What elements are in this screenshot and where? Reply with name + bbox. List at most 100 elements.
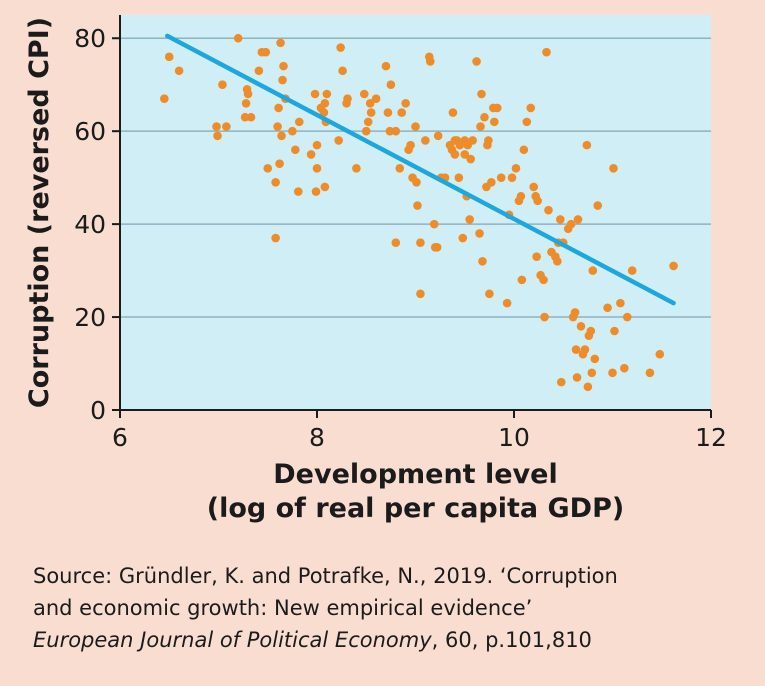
data-point (366, 108, 376, 117)
data-point (478, 256, 487, 266)
data-point (274, 103, 283, 113)
tick-labels: 0 20 40 60 80 6 8 10 12 (74, 24, 727, 452)
data-point (361, 126, 371, 136)
data-point (516, 191, 526, 201)
data-point (381, 61, 391, 71)
data-point (476, 122, 485, 131)
data-point (212, 122, 221, 131)
data-point (480, 112, 489, 122)
data-point (477, 89, 486, 99)
data-point (412, 177, 421, 187)
data-point (526, 103, 536, 113)
data-point (254, 66, 264, 76)
x-axis-label-line2: (log of real per capita GDP) (207, 493, 624, 524)
data-point (496, 173, 506, 182)
data-point (164, 52, 174, 62)
data-point (365, 98, 375, 108)
data-point (421, 136, 430, 145)
data-point (590, 354, 600, 364)
data-point (492, 103, 502, 113)
data-point (485, 289, 494, 299)
data-point (294, 117, 304, 127)
data-point (291, 145, 300, 155)
data-point (608, 368, 617, 378)
data-point (246, 112, 256, 122)
y-axis-label: Corruption (reversed CPI) (24, 17, 55, 408)
data-point (576, 322, 586, 331)
data-point (583, 382, 593, 392)
data-point (240, 112, 250, 122)
data-point (174, 66, 184, 76)
y-tick-label: 40 (74, 210, 106, 239)
data-point (160, 94, 169, 103)
data-point (320, 98, 330, 108)
data-point (616, 298, 625, 308)
data-point (312, 164, 322, 173)
journal-name: European Journal of Political Economy (33, 628, 432, 652)
data-point (571, 345, 581, 354)
data-point (433, 131, 443, 141)
data-point (343, 94, 352, 103)
data-point (432, 243, 442, 252)
data-point (385, 126, 395, 136)
data-point (397, 108, 407, 117)
data-point (669, 261, 678, 271)
data-point (401, 98, 410, 108)
data-point (279, 61, 288, 71)
data-point (570, 308, 580, 317)
x-axis-label-line1: Development level (273, 459, 557, 490)
data-point (450, 150, 460, 159)
data-point (544, 205, 553, 215)
data-point (319, 108, 329, 117)
data-point (468, 136, 477, 145)
data-point (487, 177, 496, 187)
x-tick-label: 6 (112, 423, 128, 452)
data-point (336, 43, 345, 52)
y-tick-label: 80 (74, 24, 106, 53)
journal-details: , 60, p.101,810 (431, 628, 592, 652)
data-point (507, 173, 517, 182)
data-point (320, 182, 330, 192)
data-point (306, 150, 316, 159)
data-point (645, 368, 655, 378)
data-point (413, 201, 422, 210)
data-point (533, 196, 542, 206)
data-point (429, 219, 439, 229)
data-point (371, 94, 381, 103)
data-point (293, 187, 303, 196)
data-point (539, 275, 548, 285)
data-point (472, 57, 481, 66)
data-point (522, 117, 532, 127)
data-point (359, 89, 369, 99)
data-point (582, 140, 592, 150)
y-tick-label: 60 (74, 117, 106, 146)
y-tick-label: 20 (74, 303, 106, 332)
data-point (655, 349, 665, 359)
data-point (213, 131, 222, 141)
data-point (475, 229, 484, 238)
data-point (517, 275, 527, 285)
plot-area (120, 15, 711, 410)
data-point (311, 187, 321, 196)
data-point (466, 154, 475, 164)
data-point (391, 126, 401, 136)
data-point (448, 108, 458, 117)
data-point (278, 75, 287, 85)
data-point (593, 201, 603, 210)
data-point (465, 215, 474, 224)
data-point (271, 233, 280, 243)
data-point (277, 131, 286, 141)
data-point (540, 312, 549, 322)
data-point (406, 140, 415, 150)
source-line-1: Source: Gründler, K. and Potrafke, N., 2… (33, 564, 618, 588)
data-point (310, 89, 320, 99)
data-point (218, 80, 227, 90)
data-point (566, 219, 576, 229)
x-tick-label: 8 (309, 423, 325, 452)
source-line-2: and economic growth: New empirical evide… (33, 596, 533, 620)
source-line-3: European Journal of Political Economy, 6… (33, 624, 753, 656)
source-citation: Source: Gründler, K. and Potrafke, N., 2… (33, 560, 753, 656)
data-point (261, 47, 271, 57)
data-point (338, 66, 347, 76)
data-point (241, 98, 251, 108)
